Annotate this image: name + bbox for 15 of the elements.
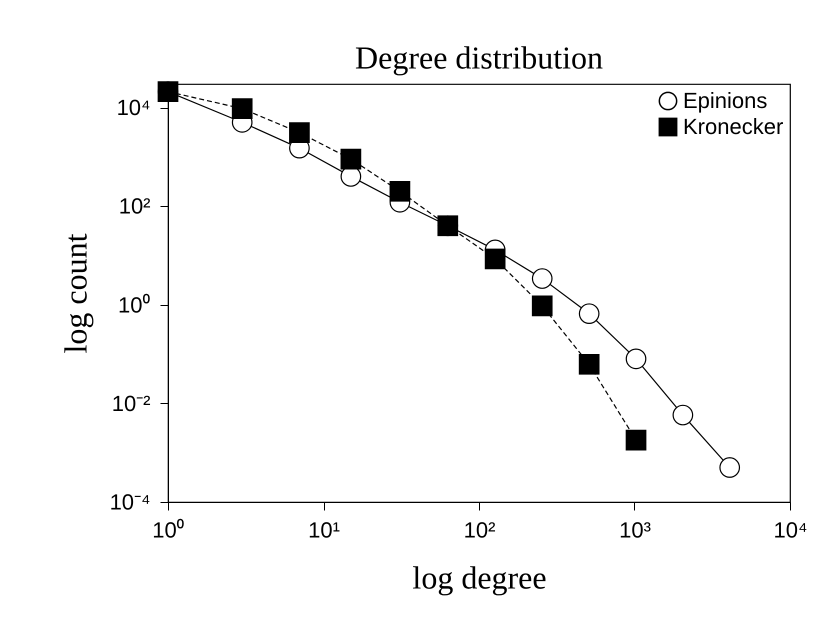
x-tick-label: 10⁴ [774, 518, 808, 542]
y-tick-label: 10⁻⁴ [110, 490, 150, 514]
y-tick-label: 10² [118, 194, 150, 219]
legend-label: Kronecker [683, 114, 784, 139]
y-tick-label: 10⁰ [118, 292, 150, 318]
y-tick-label: 10⁴ [116, 95, 150, 120]
legend-label: Epinions [683, 88, 768, 113]
x-tick-label: 10⁰ [152, 518, 185, 542]
y-axis-title: log count [58, 233, 94, 354]
chart-title: Degree distribution [355, 39, 603, 76]
x-tick-label: 10¹ [308, 518, 340, 542]
x-tick-label: 10² [464, 518, 496, 542]
x-axis-title: log degree [412, 560, 547, 596]
y-tick-label: 10⁻² [112, 390, 150, 416]
x-tick-label: 10³ [619, 518, 651, 542]
